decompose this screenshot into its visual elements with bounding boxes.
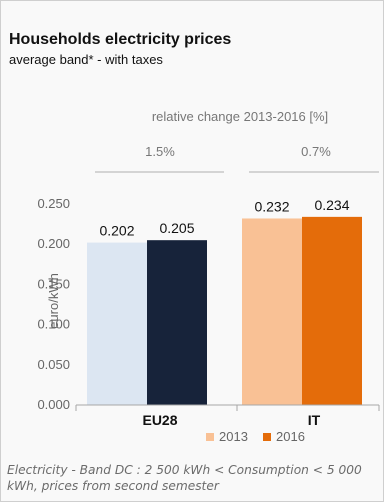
y-tick-label: 0.250 <box>37 196 70 211</box>
bar-2016-EU28 <box>147 240 207 405</box>
legend-swatch-2013 <box>206 433 214 441</box>
y-tick-label: 0.050 <box>37 357 70 372</box>
data-label-2013-IT: 0.232 <box>254 198 289 214</box>
change-header: relative change 2013-2016 [%] <box>152 109 328 124</box>
chart-title: Households electricity prices <box>9 31 232 48</box>
legend-label-2013: 2013 <box>219 429 248 444</box>
bar-2013-IT <box>242 218 302 405</box>
y-tick-label: 0.150 <box>37 276 70 291</box>
x-tick-it: IT <box>308 412 321 428</box>
bar-2013-EU28 <box>87 242 147 405</box>
data-label-2016-EU28: 0.205 <box>159 220 194 236</box>
y-tick-label: 0.200 <box>37 236 70 251</box>
data-label-2016-IT: 0.234 <box>314 197 349 213</box>
y-tick-label: 0.000 <box>37 397 70 412</box>
change-it: 0.7% <box>301 144 331 159</box>
y-tick-label: 0.100 <box>37 317 70 332</box>
chart-subtitle: average band* - with taxes <box>9 52 163 67</box>
legend-swatch-2016 <box>263 433 271 441</box>
change-eu28: 1.5% <box>145 144 175 159</box>
legend: 2013 2016 <box>206 429 305 444</box>
bar-2016-IT <box>302 216 362 405</box>
y-axis-label: euro/kWh <box>46 273 61 329</box>
footnote: Electricity - Band DC : 2 500 kWh < Cons… <box>7 463 362 493</box>
legend-label-2016: 2016 <box>276 429 305 444</box>
data-label-2013-EU28: 0.202 <box>99 223 134 239</box>
x-tick-eu28: EU28 <box>142 412 177 428</box>
